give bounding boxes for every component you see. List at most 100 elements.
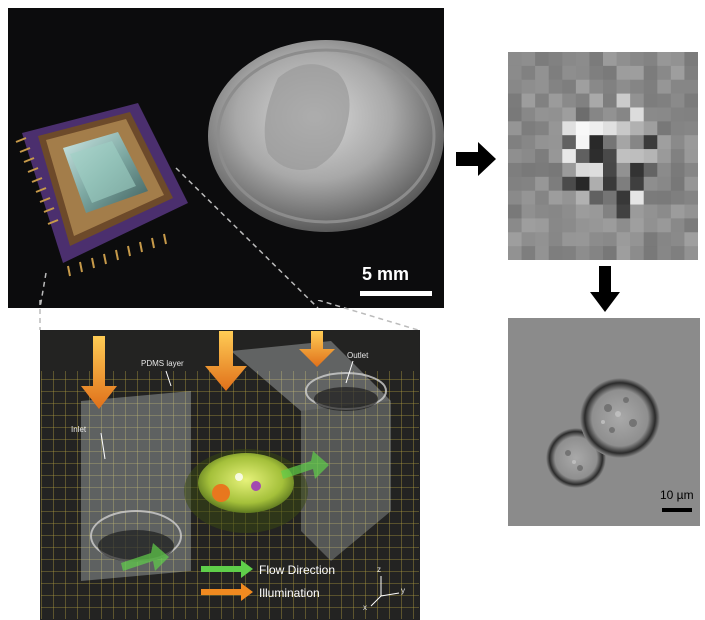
pixel-tile <box>521 246 536 260</box>
pixel-tile <box>575 176 590 192</box>
zoom-lines <box>39 300 419 331</box>
pixel-tile <box>535 190 550 206</box>
pixel-tile <box>616 65 631 81</box>
pixel-tile <box>562 52 577 67</box>
pixel-tile <box>616 190 631 206</box>
down-arrow-icon <box>590 266 620 312</box>
pixel-tile <box>616 52 631 67</box>
pixel-tile <box>643 121 658 136</box>
pixel-tile <box>508 79 523 95</box>
pixel-tile <box>562 162 577 178</box>
pixel-tile <box>616 204 631 219</box>
pixel-tile <box>616 232 631 247</box>
pixel-tile <box>562 121 577 136</box>
cell <box>198 453 294 513</box>
pixel-tile <box>616 107 631 122</box>
pixel-tile <box>630 232 645 247</box>
pixel-tile <box>508 93 523 108</box>
pixel-tile <box>670 79 685 95</box>
pixel-tile <box>521 190 536 206</box>
pixel-tile <box>521 162 536 178</box>
pixel-tile <box>630 107 645 122</box>
pixel-tile <box>684 176 698 192</box>
pixel-tile <box>643 52 658 67</box>
pixel-tile <box>643 218 658 233</box>
pixel-tile <box>548 176 563 192</box>
pixel-tile <box>657 162 672 178</box>
pixel-tile <box>643 107 658 122</box>
pixel-tile <box>657 93 672 108</box>
pixel-tile <box>643 79 658 95</box>
illumination-legend-arrow <box>201 583 253 601</box>
pixel-tile <box>603 149 618 164</box>
pixel-tile <box>521 107 536 122</box>
pixel-tile <box>643 232 658 247</box>
pixel-tile <box>548 232 563 247</box>
pixel-tile <box>508 65 523 81</box>
illumination-arrows <box>81 331 335 409</box>
chip-photo-panel: 5 mm <box>8 8 444 308</box>
pixel-tile <box>684 218 698 233</box>
pixel-tile <box>548 149 563 164</box>
pixel-tile <box>630 176 645 192</box>
pixel-tile <box>643 190 658 206</box>
pixel-tile <box>589 149 604 164</box>
outlet-label: Outlet <box>347 351 369 360</box>
pixel-tile <box>548 121 563 136</box>
pixel-tile <box>575 65 590 81</box>
pixel-tile <box>589 246 604 260</box>
pixel-tile <box>670 246 685 260</box>
pixel-tile <box>603 218 618 233</box>
pixel-tile <box>603 162 618 178</box>
pixel-tile <box>657 232 672 247</box>
pixel-tile <box>562 176 577 192</box>
pixel-tile <box>657 149 672 164</box>
axis-z-label: z <box>377 565 381 574</box>
pixel-tile <box>630 93 645 108</box>
pixel-tile <box>670 107 685 122</box>
pixel-tile <box>535 79 550 95</box>
pixel-tile <box>670 149 685 164</box>
pixel-tile <box>562 149 577 164</box>
pixel-tile <box>670 65 685 81</box>
pixel-tile <box>535 176 550 192</box>
pixel-tile <box>603 176 618 192</box>
axes-icon <box>370 576 400 607</box>
pixel-tile <box>521 232 536 247</box>
recon-scale-label: 10 µm <box>660 488 694 502</box>
photo-scale-bar <box>360 291 432 296</box>
pixel-tile <box>562 190 577 206</box>
pixel-tile <box>508 232 523 247</box>
pixel-tile <box>508 176 523 192</box>
pixel-tile <box>670 52 685 67</box>
pixel-tile <box>684 107 698 122</box>
pixel-tile <box>535 204 550 219</box>
pixel-tile <box>684 65 698 81</box>
pixel-tile <box>643 204 658 219</box>
pixel-tile <box>657 204 672 219</box>
pixel-tile <box>616 79 631 95</box>
pixel-tile <box>521 176 536 192</box>
pixel-tile <box>589 107 604 122</box>
pixel-tile <box>589 190 604 206</box>
pixel-tile <box>616 218 631 233</box>
pixel-tile <box>508 121 523 136</box>
pixel-tile <box>575 149 590 164</box>
pixel-tile <box>548 107 563 122</box>
pixel-tile <box>575 246 590 260</box>
pixel-tile <box>670 93 685 108</box>
pixel-tile <box>670 218 685 233</box>
pixel-tile <box>670 190 685 206</box>
pixel-tile <box>562 246 577 260</box>
axis-y-label: y <box>401 586 405 595</box>
pixel-tile <box>630 218 645 233</box>
flow-direction-label: Flow Direction <box>259 563 336 577</box>
pixel-tile <box>562 232 577 247</box>
right-arrow-icon <box>456 142 496 176</box>
pixel-tile <box>575 162 590 178</box>
pixel-tile <box>548 135 563 150</box>
pixel-tile <box>684 246 698 260</box>
raw-pixelated-image <box>508 52 698 260</box>
pixel-tile <box>630 149 645 164</box>
pixel-tile <box>562 79 577 95</box>
